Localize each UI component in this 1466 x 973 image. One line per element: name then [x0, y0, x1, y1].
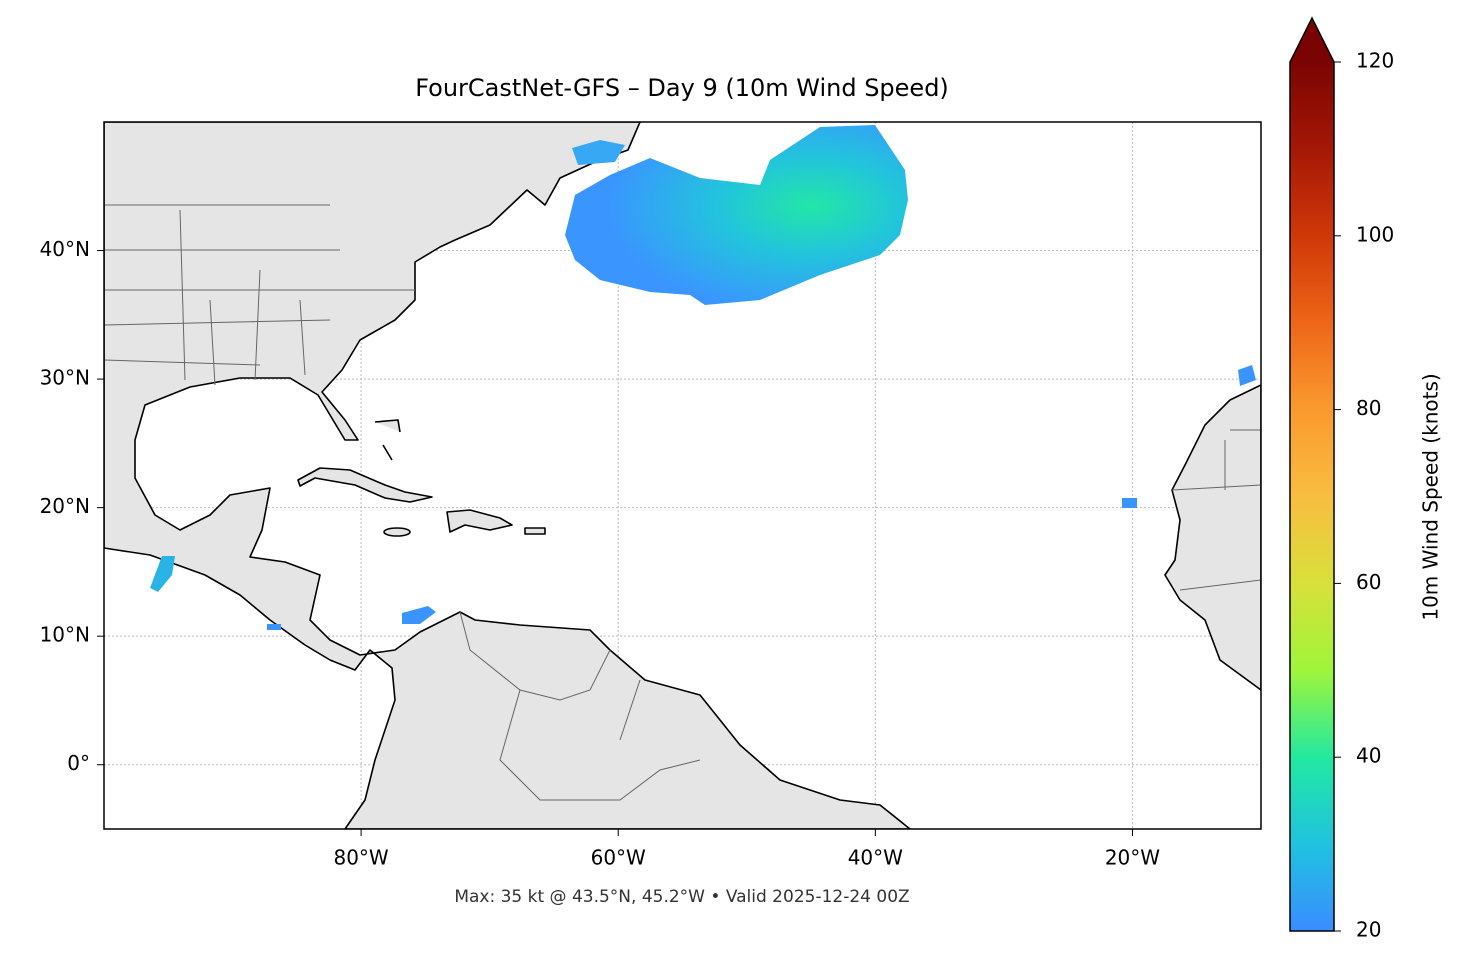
x-tick-label: 40°W [848, 846, 903, 870]
map-title: FourCastNet-GFS – Day 9 (10m Wind Speed) [415, 74, 949, 102]
colorbar-frame [1289, 16, 1335, 932]
wind-patch [1238, 365, 1256, 386]
americas [104, 122, 911, 829]
footer-note: Max: 35 kt @ 43.5°N, 45.2°W • Valid 2025… [454, 887, 909, 907]
wind-patch [572, 140, 625, 165]
borders [104, 204, 1261, 801]
x-tick-label: 20°W [1105, 846, 1160, 870]
y-tick-label: 20°N [40, 494, 90, 518]
jamaica [383, 527, 411, 537]
colorbar-extend [1290, 18, 1334, 62]
bahamas [374, 419, 401, 461]
colorbar [1290, 62, 1334, 931]
map-layer [104, 122, 1261, 829]
colorbar-tick-label: 80 [1356, 396, 1381, 420]
colorbar-tick-label: 40 [1356, 744, 1381, 768]
colorbar-tick-label: 20 [1356, 918, 1381, 942]
colorbar-tick-label: 100 [1356, 222, 1394, 246]
y-tick-label: 0° [67, 751, 90, 775]
x-tick-label: 60°W [591, 846, 646, 870]
wind-patch [150, 556, 175, 592]
colorbar-tick-label: 60 [1356, 570, 1381, 594]
y-tick-label: 40°N [40, 237, 90, 261]
puerto-rico [524, 527, 546, 535]
cuba [297, 467, 433, 503]
wind-patch [1122, 498, 1137, 508]
wind-patch [402, 606, 436, 624]
y-tick-label: 10°N [40, 623, 90, 647]
colorbar-tick-label: 120 [1356, 49, 1394, 73]
x-tick-label: 80°W [333, 846, 388, 870]
plot-frame [103, 121, 1262, 830]
wind-patch [267, 624, 281, 630]
africa [1164, 384, 1261, 691]
hispaniola [446, 509, 513, 533]
y-tick-label: 30°N [40, 366, 90, 390]
wind-swath [565, 125, 908, 305]
colorbar-label: 10m Wind Speed (knots) [1419, 373, 1443, 620]
